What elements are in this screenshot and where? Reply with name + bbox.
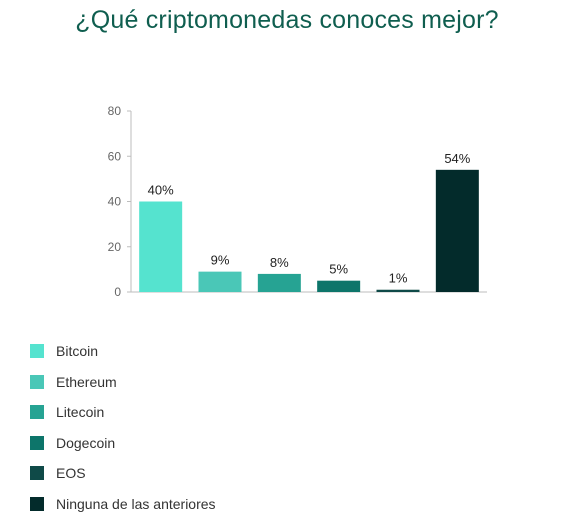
legend-item: Ethereum (30, 367, 216, 398)
axes: 0 20 40 60 80 (108, 104, 487, 299)
legend: Bitcoin Ethereum Litecoin Dogecoin EOS Ningun… (30, 336, 216, 519)
legend-item: Ninguna de las anteriores (30, 489, 216, 520)
legend-item: EOS (30, 458, 216, 489)
bar (435, 169, 479, 292)
legend-swatch (30, 374, 44, 389)
bar (317, 280, 361, 292)
legend-swatch (30, 496, 44, 511)
legend-swatch (30, 405, 44, 420)
bar (257, 273, 301, 292)
legend-label: Ninguna de las anteriores (56, 495, 216, 512)
y-tick-label: 60 (108, 149, 122, 163)
chart-title: ¿Qué criptomonedas conoces mejor? (75, 6, 499, 34)
legend-item: Litecoin (30, 397, 216, 428)
legend-label: Bitcoin (56, 343, 99, 360)
legend-label: Dogecoin (56, 434, 116, 451)
y-tick-label: 80 (108, 104, 122, 118)
bar (198, 271, 242, 292)
legend-item: Bitcoin (30, 336, 216, 367)
legend-swatch (30, 344, 44, 359)
legend-swatch (30, 466, 44, 481)
y-tick-label: 20 (108, 240, 122, 254)
legend-swatch (30, 435, 44, 450)
data-label: 9% (211, 253, 230, 268)
legend-label: Litecoin (56, 404, 105, 421)
data-labels: 40% 9% 8% 5% 1% 54% (148, 151, 471, 286)
data-label: 1% (389, 271, 408, 286)
data-label: 40% (148, 183, 174, 198)
bar (376, 289, 420, 292)
legend-label: Ethereum (56, 373, 117, 390)
legend-item: Dogecoin (30, 428, 216, 459)
y-tick-label: 0 (114, 285, 121, 299)
bars (139, 169, 479, 292)
data-label: 54% (444, 151, 470, 166)
legend-label: EOS (56, 465, 86, 482)
y-tick-label: 40 (108, 195, 122, 209)
bar-chart: 0 20 40 60 80 40% 9% 8% 5% 1% 54% (108, 104, 487, 299)
bar (139, 201, 183, 292)
data-label: 8% (270, 255, 289, 270)
data-label: 5% (329, 262, 348, 277)
